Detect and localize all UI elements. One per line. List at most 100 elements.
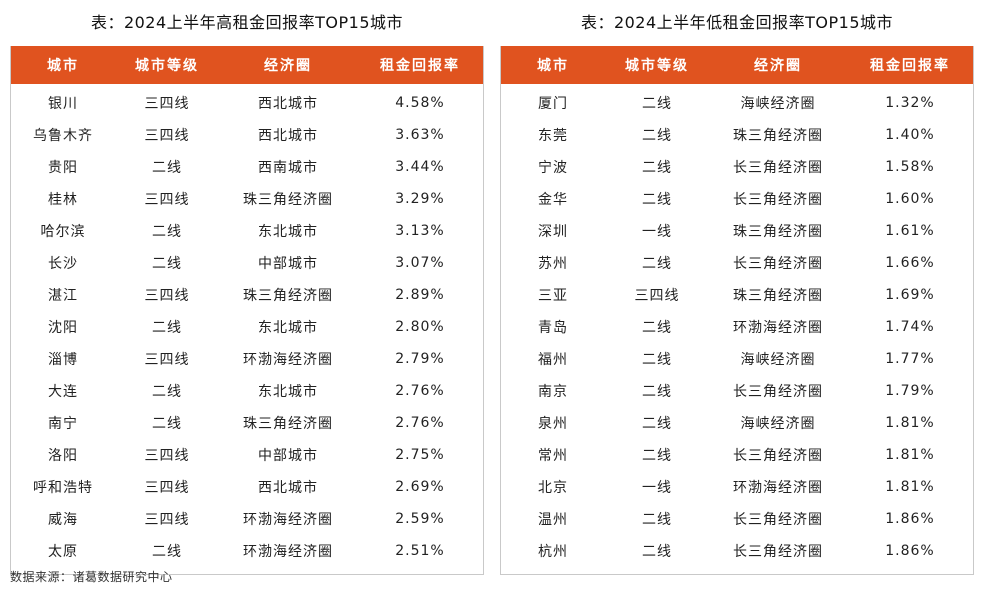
table-row: 北京 一线 环渤海经济圈 1.81% [501, 471, 973, 503]
cell-city-tier: 二线 [152, 224, 182, 240]
cell-economic-zone: 长三角经济圈 [733, 544, 823, 560]
table-row: 三亚 三四线 珠三角经济圈 1.69% [501, 279, 973, 311]
cell-rent-return: 3.29% [395, 191, 445, 207]
cell-rent-return: 1.60% [885, 191, 935, 207]
high-rent-return-panel: 表：2024上半年高租金回报率TOP15城市 城市 城市等级 经济圈 租金回报率… [10, 0, 484, 575]
cell-city: 大连 [48, 384, 78, 400]
cell-city-tier: 三四线 [144, 96, 190, 112]
cell-economic-zone: 海峡经济圈 [740, 416, 816, 432]
header-rent-return: 租金回报率 [870, 58, 950, 74]
cell-city: 北京 [538, 480, 568, 496]
cell-city: 南京 [538, 384, 568, 400]
cell-rent-return: 3.07% [395, 255, 445, 271]
table-row: 哈尔滨 二线 东北城市 3.13% [11, 215, 483, 247]
table-row: 湛江 三四线 珠三角经济圈 2.89% [11, 279, 483, 311]
table-body: 厦门 二线 海峡经济圈 1.32% 东莞 二线 珠三角经济圈 1.40% 宁波 二线 长三角经济圈 1… [501, 84, 973, 574]
header-rent-return: 租金回报率 [380, 58, 460, 74]
cell-city-tier: 三四线 [144, 192, 190, 208]
cell-city: 常州 [538, 448, 568, 464]
cell-rent-return: 2.79% [395, 351, 445, 367]
cell-rent-return: 1.66% [885, 255, 935, 271]
cell-economic-zone: 长三角经济圈 [733, 160, 823, 176]
table-row: 南宁 二线 珠三角经济圈 2.76% [11, 407, 483, 439]
cell-city-tier: 三四线 [144, 288, 190, 304]
cell-rent-return: 1.81% [885, 447, 935, 463]
cell-city-tier: 二线 [152, 320, 182, 336]
cell-city: 东莞 [538, 128, 568, 144]
cell-city: 湛江 [48, 288, 78, 304]
cell-economic-zone: 珠三角经济圈 [733, 128, 823, 144]
cell-economic-zone: 长三角经济圈 [733, 512, 823, 528]
header-city: 城市 [537, 58, 569, 74]
cell-rent-return: 1.86% [885, 543, 935, 559]
header-city-tier: 城市等级 [135, 58, 199, 74]
cell-economic-zone: 环渤海经济圈 [733, 320, 823, 336]
cell-rent-return: 1.61% [885, 223, 935, 239]
cell-city-tier: 二线 [152, 544, 182, 560]
cell-city: 威海 [48, 512, 78, 528]
cell-economic-zone: 珠三角经济圈 [243, 192, 333, 208]
cell-city: 桂林 [48, 192, 78, 208]
cell-rent-return: 2.89% [395, 287, 445, 303]
cell-economic-zone: 长三角经济圈 [733, 192, 823, 208]
low-rent-return-table: 城市 城市等级 经济圈 租金回报率 厦门 二线 海峡经济圈 1.32% 东莞 二线 珠三角经… [500, 46, 974, 575]
cell-city-tier: 二线 [642, 448, 672, 464]
cell-economic-zone: 珠三角经济圈 [733, 288, 823, 304]
table-row: 金华 二线 长三角经济圈 1.60% [501, 183, 973, 215]
table-header: 城市 城市等级 经济圈 租金回报率 [501, 46, 973, 84]
cell-city-tier: 三四线 [144, 512, 190, 528]
cell-city: 呼和浩特 [33, 480, 93, 496]
cell-city-tier: 三四线 [634, 288, 680, 304]
table-row: 呼和浩特 三四线 西北城市 2.69% [11, 471, 483, 503]
cell-city: 深圳 [538, 224, 568, 240]
table-row: 东莞 二线 珠三角经济圈 1.40% [501, 119, 973, 151]
cell-city-tier: 三四线 [144, 480, 190, 496]
cell-economic-zone: 环渤海经济圈 [243, 544, 333, 560]
right-table-title: 表：2024上半年低租金回报率TOP15城市 [580, 13, 894, 32]
cell-rent-return: 2.69% [395, 479, 445, 495]
low-rent-return-panel: 表：2024上半年低租金回报率TOP15城市 城市 城市等级 经济圈 租金回报率… [500, 0, 974, 575]
table-row: 桂林 三四线 珠三角经济圈 3.29% [11, 183, 483, 215]
cell-rent-return: 4.58% [395, 95, 445, 111]
cell-rent-return: 3.63% [395, 127, 445, 143]
cell-rent-return: 2.59% [395, 511, 445, 527]
table-row: 温州 二线 长三角经济圈 1.86% [501, 503, 973, 535]
cell-rent-return: 1.79% [885, 383, 935, 399]
cell-city: 青岛 [538, 320, 568, 336]
cell-city: 厦门 [538, 96, 568, 112]
cell-city: 金华 [538, 192, 568, 208]
table-row: 福州 二线 海峡经济圈 1.77% [501, 343, 973, 375]
cell-economic-zone: 环渤海经济圈 [733, 480, 823, 496]
cell-city-tier: 二线 [642, 256, 672, 272]
table-row: 洛阳 三四线 中部城市 2.75% [11, 439, 483, 471]
table-row: 淄博 三四线 环渤海经济圈 2.79% [11, 343, 483, 375]
header-economic-zone: 经济圈 [754, 58, 802, 74]
cell-economic-zone: 东北城市 [258, 384, 318, 400]
cell-city-tier: 二线 [642, 544, 672, 560]
cell-city-tier: 二线 [642, 512, 672, 528]
cell-city-tier: 二线 [152, 160, 182, 176]
cell-city: 宁波 [538, 160, 568, 176]
header-city-tier: 城市等级 [625, 58, 689, 74]
header-economic-zone: 经济圈 [264, 58, 312, 74]
cell-economic-zone: 环渤海经济圈 [243, 352, 333, 368]
table-row: 苏州 二线 长三角经济圈 1.66% [501, 247, 973, 279]
cell-city-tier: 二线 [642, 416, 672, 432]
table-row: 常州 二线 长三角经济圈 1.81% [501, 439, 973, 471]
table-row: 贵阳 二线 西南城市 3.44% [11, 151, 483, 183]
cell-city: 哈尔滨 [40, 224, 86, 240]
cell-rent-return: 2.51% [395, 543, 445, 559]
cell-city-tier: 二线 [642, 192, 672, 208]
cell-economic-zone: 东北城市 [258, 224, 318, 240]
cell-city-tier: 二线 [642, 384, 672, 400]
cell-rent-return: 1.86% [885, 511, 935, 527]
header-city: 城市 [47, 58, 79, 74]
cell-economic-zone: 珠三角经济圈 [243, 416, 333, 432]
table-row: 乌鲁木齐 三四线 西北城市 3.63% [11, 119, 483, 151]
cell-economic-zone: 西北城市 [258, 128, 318, 144]
cell-city: 长沙 [48, 256, 78, 272]
cell-city-tier: 二线 [642, 128, 672, 144]
table-row: 太原 二线 环渤海经济圈 2.51% [11, 535, 483, 567]
cell-city: 杭州 [538, 544, 568, 560]
cell-economic-zone: 珠三角经济圈 [733, 224, 823, 240]
